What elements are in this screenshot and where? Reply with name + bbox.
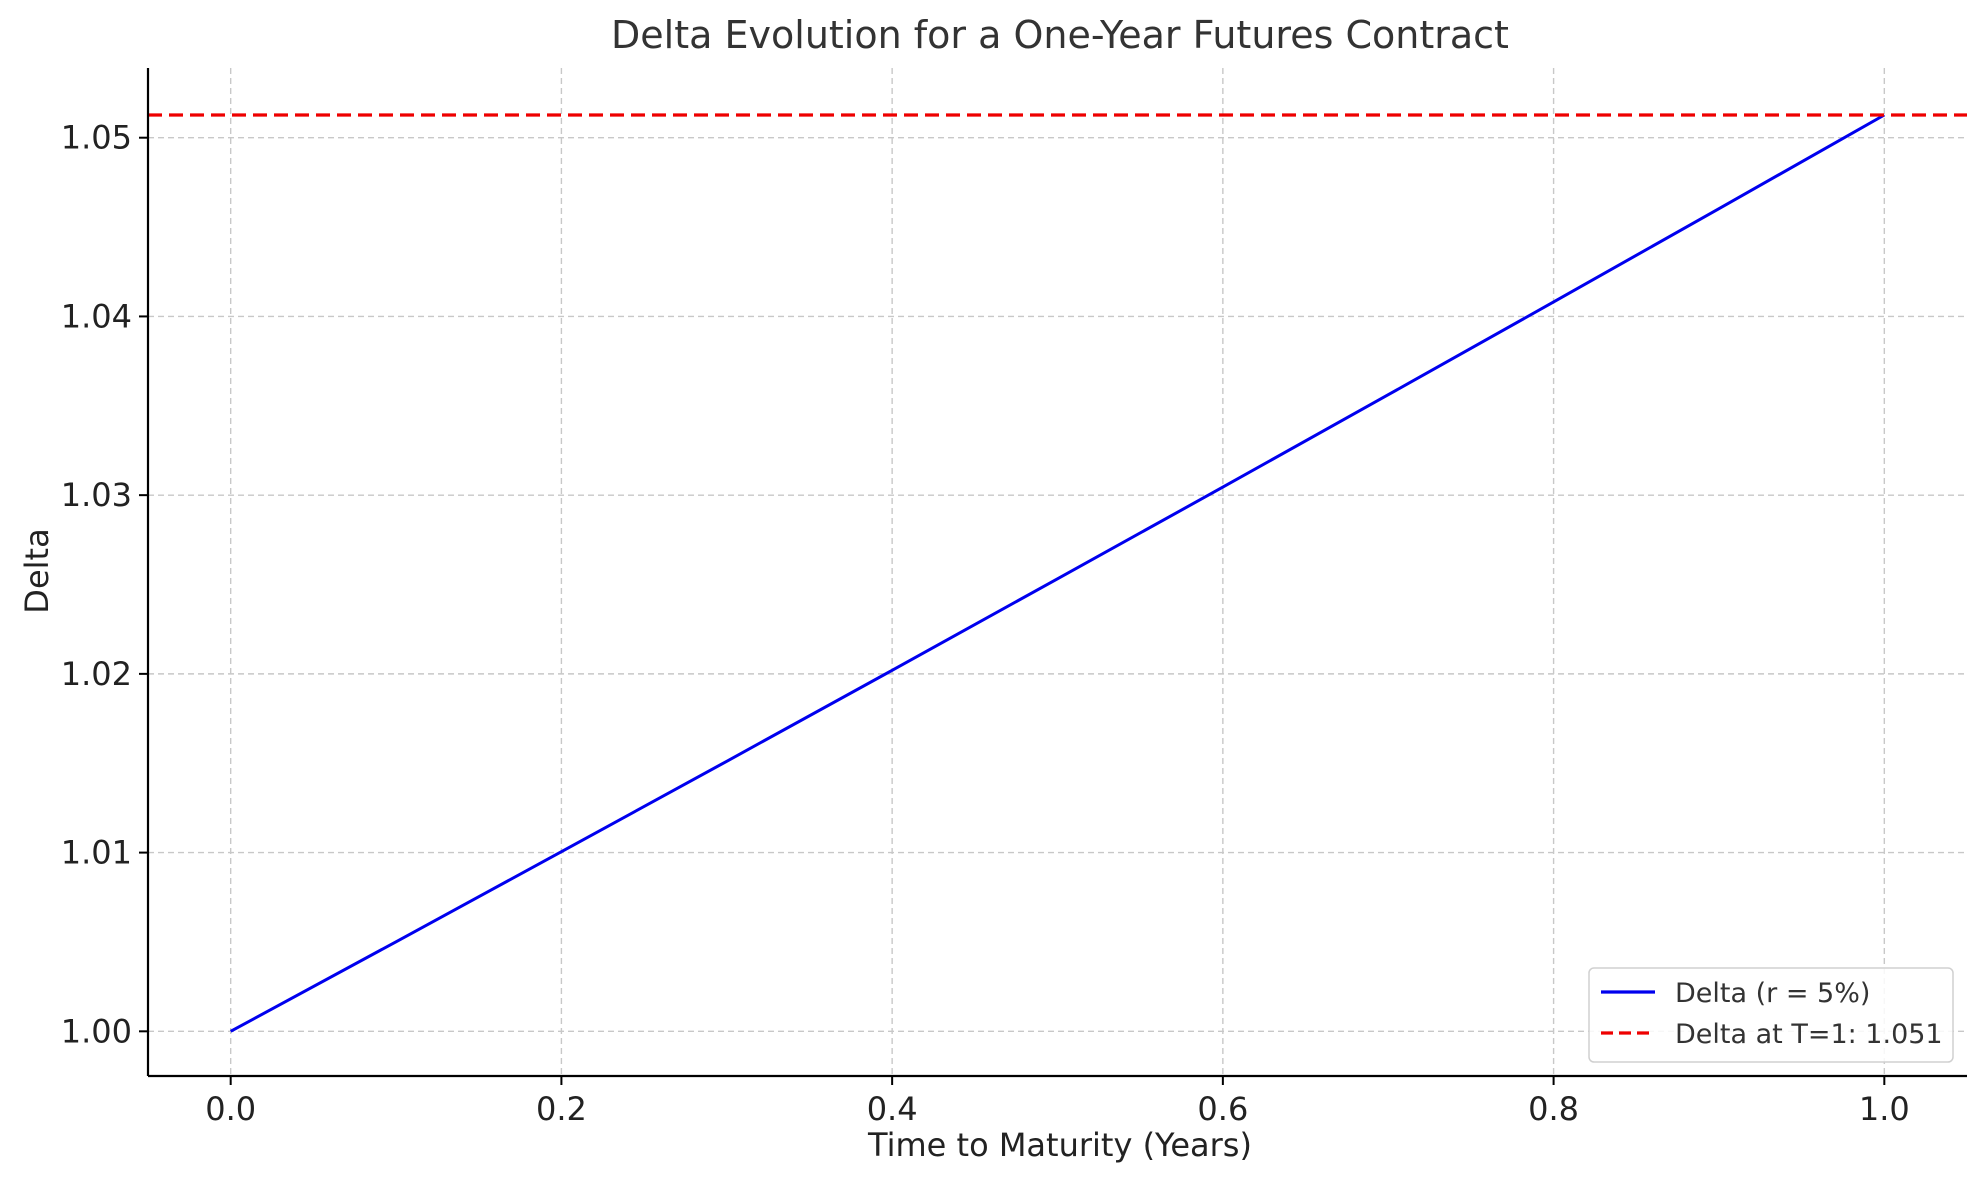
y-tick-label-3: 1.03 bbox=[61, 476, 132, 514]
x-tick-label-3: 0.6 bbox=[1197, 1090, 1248, 1128]
y-tick-label-4: 1.04 bbox=[61, 297, 132, 335]
x-tick-label-5: 1.0 bbox=[1859, 1090, 1910, 1128]
y-tick-label-5: 1.05 bbox=[61, 119, 132, 157]
x-tick-label-2: 0.4 bbox=[867, 1090, 918, 1128]
x-tick-label-1: 0.2 bbox=[536, 1090, 587, 1128]
series-line-0 bbox=[229, 113, 1886, 1033]
x-tick-label-4: 0.8 bbox=[1528, 1090, 1579, 1128]
y-axis-label: Delta bbox=[18, 528, 56, 613]
chart-title: Delta Evolution for a One-Year Futures C… bbox=[611, 13, 1509, 57]
x-axis-label: Time to Maturity (Years) bbox=[867, 1126, 1252, 1164]
legend-label-0: Delta (r = 5%) bbox=[1675, 978, 1870, 1009]
y-tick-label-0: 1.00 bbox=[61, 1012, 132, 1050]
series-layer bbox=[148, 113, 1967, 1033]
grid-layer bbox=[148, 68, 1967, 1076]
x-tick-label-0: 0.0 bbox=[205, 1090, 256, 1128]
legend: Delta (r = 5%) Delta at T=1: 1.051 bbox=[1588, 967, 1954, 1063]
y-tick-label-1: 1.01 bbox=[61, 834, 132, 872]
y-tick-label-2: 1.02 bbox=[61, 655, 132, 693]
legend-box bbox=[1588, 967, 1954, 1063]
axes-layer: 0.0 0.2 0.4 0.6 0.8 1.0 1.00 1.01 1.02 1.03 1.04 1.… bbox=[61, 68, 1967, 1128]
legend-label-1: Delta at T=1: 1.051 bbox=[1675, 1019, 1943, 1050]
